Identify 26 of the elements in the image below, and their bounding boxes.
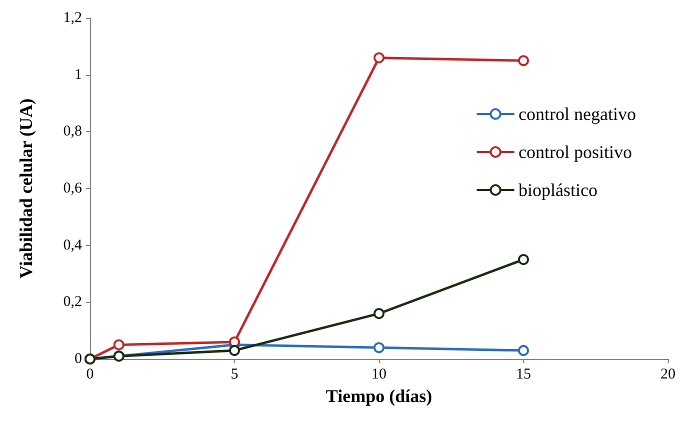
- point: [374, 52, 384, 64]
- legend-label: control negativo: [518, 104, 636, 124]
- point: [374, 308, 384, 320]
- y-tick-label: 0: [74, 351, 82, 367]
- x-tick-label: 15: [516, 366, 531, 382]
- x-tick-label: 5: [230, 366, 238, 382]
- point: [113, 339, 124, 350]
- legend-label: bioplástico: [518, 180, 598, 200]
- y-axis-title: Viabilidad celular (UA): [16, 98, 36, 279]
- x-tick-label: 20: [660, 366, 676, 382]
- y-tick-label: 0,2: [63, 294, 82, 310]
- point: [518, 254, 529, 266]
- x-axis-title: Tiempo (días): [326, 386, 432, 406]
- y-tick-label: 1,2: [63, 10, 82, 26]
- x-tick-label: 10: [372, 366, 386, 382]
- point: [229, 344, 240, 356]
- point: [518, 55, 529, 66]
- y-tick-label: 0,6: [63, 180, 82, 196]
- legend-label: control positivo: [518, 142, 632, 162]
- x-tick-label: 0: [86, 366, 94, 382]
- point: [229, 336, 240, 348]
- y-tick-label: 0,8: [63, 124, 82, 140]
- y-tick-label: 1: [74, 66, 82, 83]
- point: [518, 344, 529, 356]
- point: [374, 342, 384, 354]
- y-tick-label: 0,4: [63, 237, 82, 254]
